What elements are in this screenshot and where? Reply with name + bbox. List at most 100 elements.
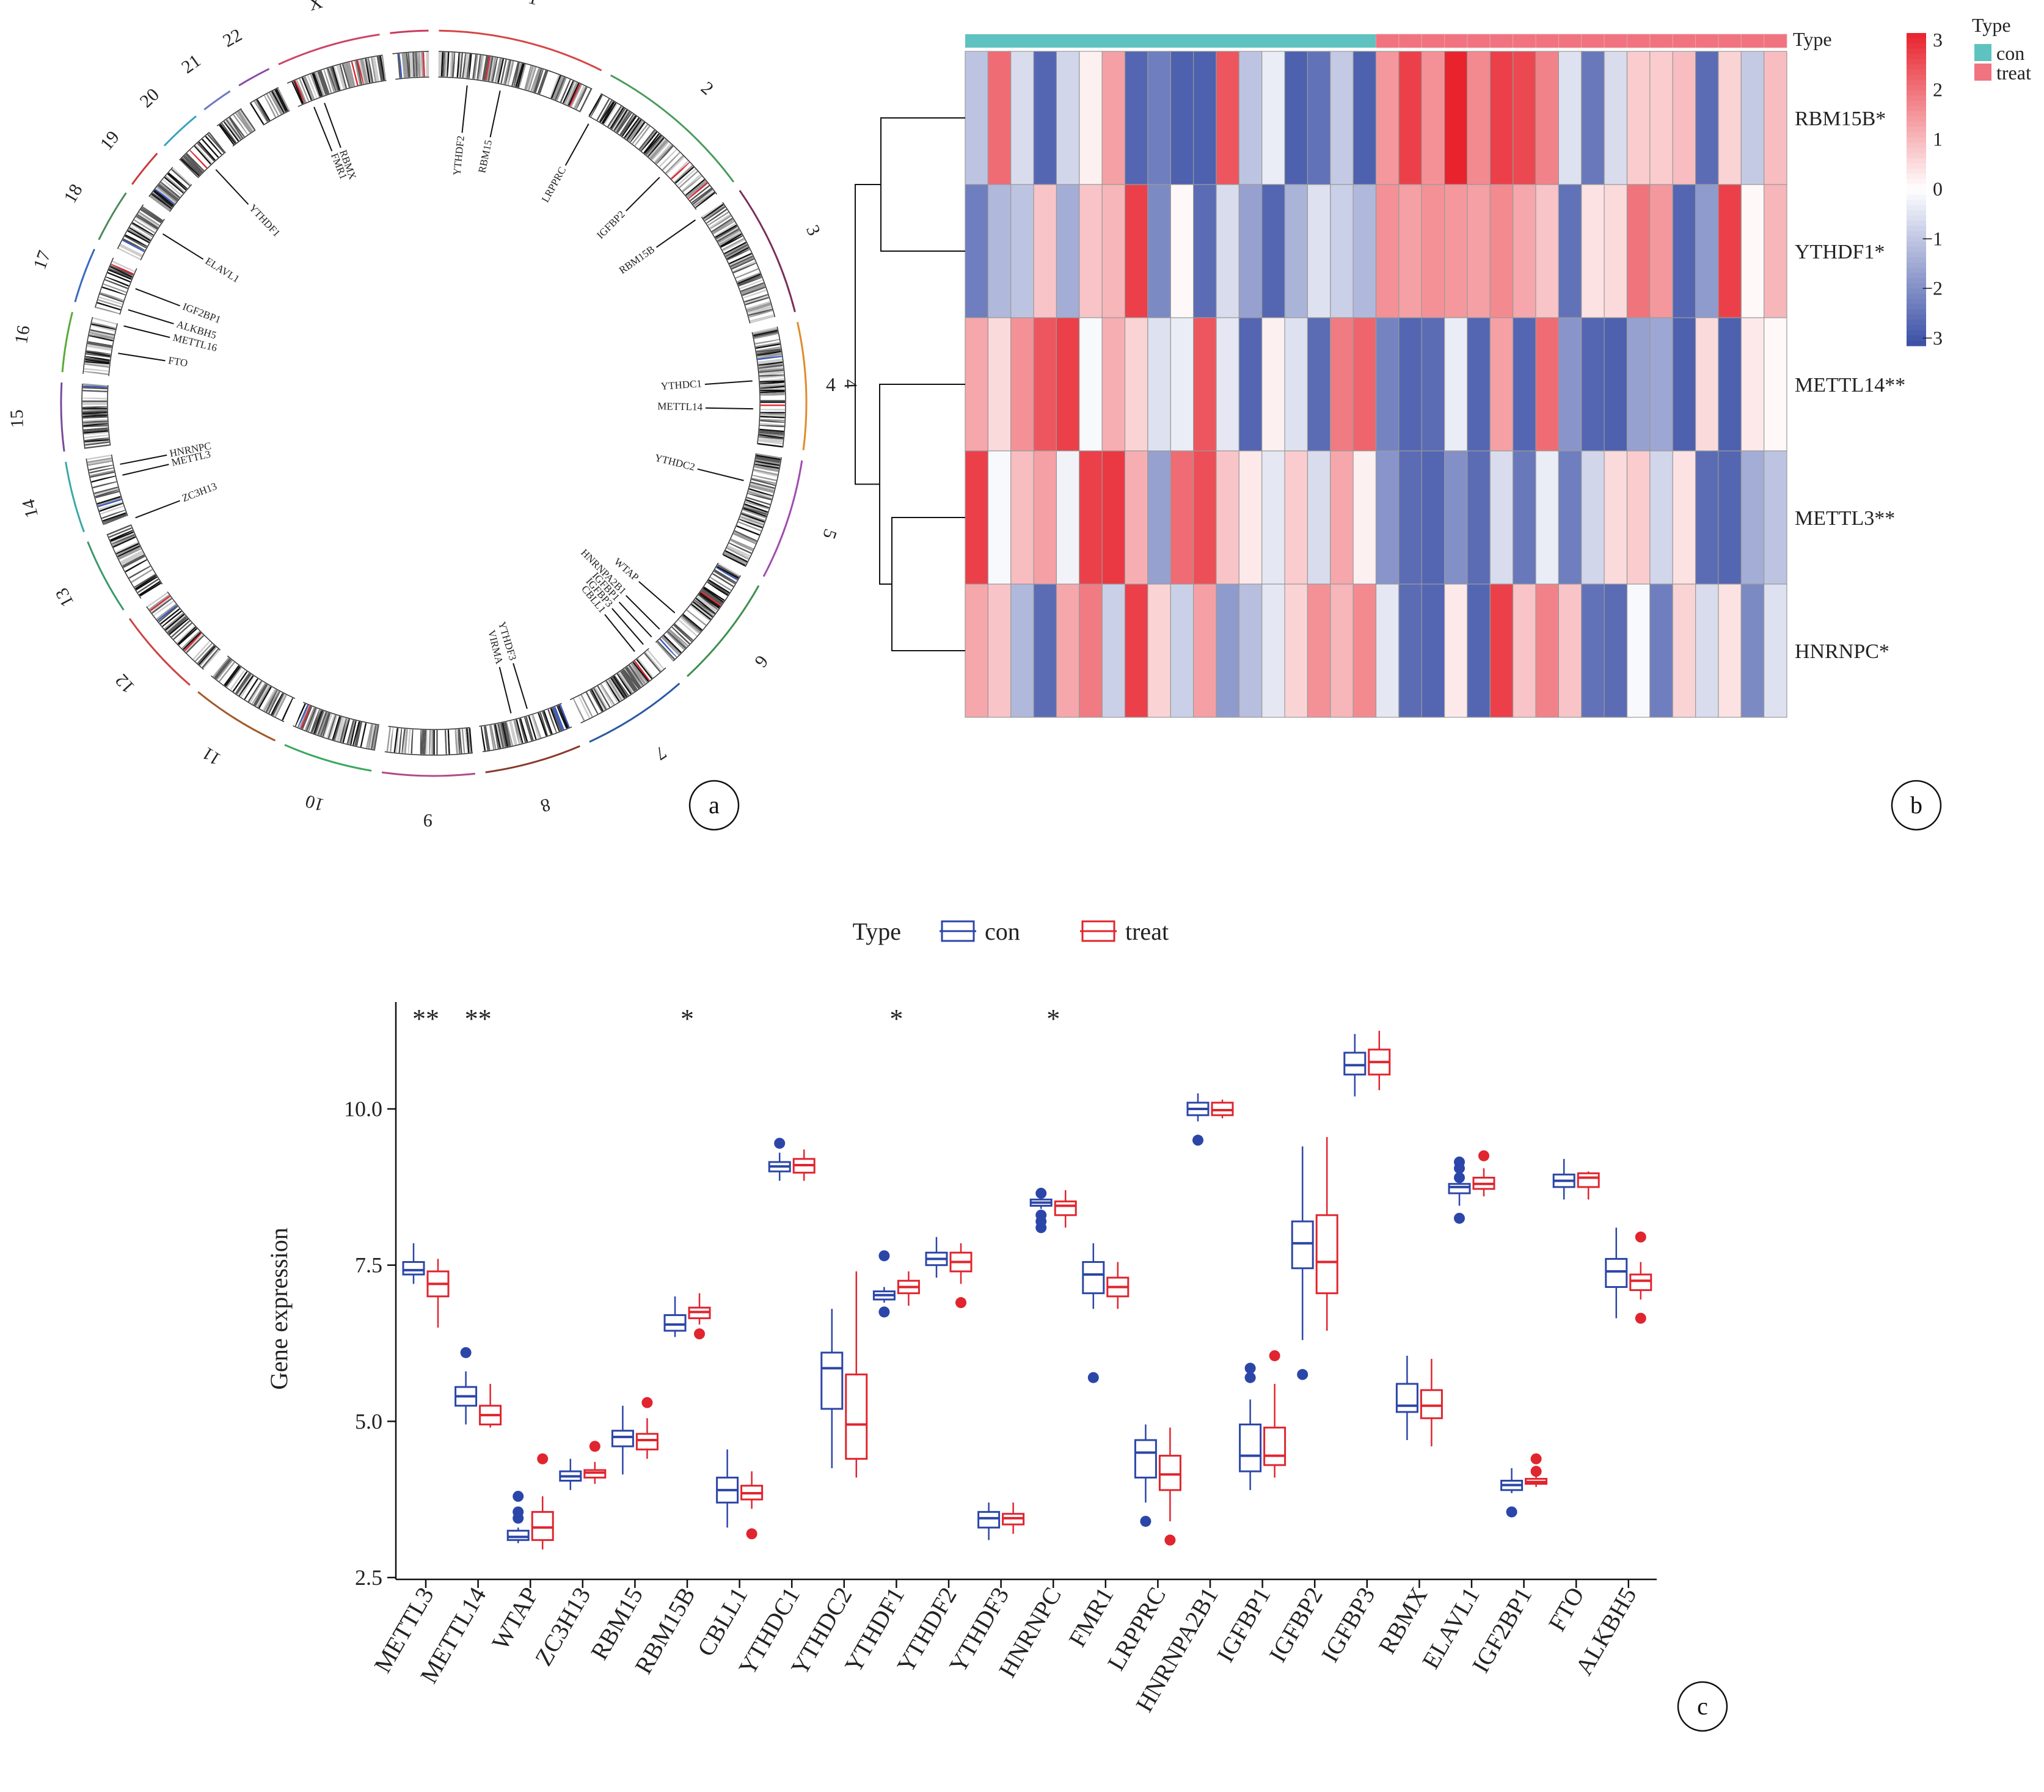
band xyxy=(189,637,208,657)
band xyxy=(335,717,343,741)
box-treat-WTAP xyxy=(531,1453,554,1549)
heatmap-cell xyxy=(1489,450,1514,585)
band xyxy=(89,330,114,337)
ideogram-17 xyxy=(94,257,137,315)
band xyxy=(608,679,622,701)
chromosome-arc-4 xyxy=(796,321,808,450)
band xyxy=(171,169,191,186)
color-scale-step xyxy=(1907,95,1926,101)
color-scale-step xyxy=(1907,324,1926,331)
band xyxy=(266,93,280,116)
box-treat-IGF2BP1 xyxy=(1525,1453,1548,1487)
band xyxy=(748,309,773,316)
band xyxy=(640,656,656,676)
band xyxy=(738,277,762,287)
band xyxy=(90,470,114,477)
band xyxy=(619,114,635,136)
band xyxy=(129,227,151,241)
ideogram-outline-inner xyxy=(701,216,751,324)
heatmap-cell xyxy=(1101,583,1126,718)
band xyxy=(317,71,327,95)
color-scale-step xyxy=(1907,252,1926,258)
band xyxy=(622,116,638,138)
heatmap-cell xyxy=(1581,317,1605,452)
heatmap: Type RBM15B* YTHDF1* METTL14** METTL3** HNRNP… xyxy=(826,14,2031,718)
color-scale-step xyxy=(1907,184,1926,190)
box-con-METTL3 xyxy=(402,1243,425,1284)
heatmap-cell xyxy=(1101,51,1126,185)
box-iqr xyxy=(1577,1172,1600,1188)
band xyxy=(612,109,627,131)
heatmap-cell xyxy=(1330,317,1354,452)
band xyxy=(616,112,632,134)
heatmap-cell xyxy=(1284,184,1309,318)
annotation-treat-cell xyxy=(1376,34,1400,48)
outlier-point xyxy=(1635,1231,1646,1243)
band xyxy=(679,170,698,188)
band xyxy=(109,268,133,279)
band xyxy=(129,566,151,580)
band xyxy=(662,635,681,654)
heatmap-cell xyxy=(1307,184,1331,318)
box-iqr xyxy=(820,1351,844,1410)
band xyxy=(351,61,359,86)
annotation-label: Type xyxy=(1793,28,1832,50)
band xyxy=(620,115,636,136)
band xyxy=(737,524,761,535)
annotation-treat-cell xyxy=(1421,34,1445,48)
band xyxy=(690,605,710,621)
band xyxy=(211,656,228,677)
heatmap-cell xyxy=(1101,184,1126,318)
band xyxy=(531,715,540,739)
band xyxy=(88,337,113,345)
band xyxy=(232,114,247,136)
band xyxy=(108,270,131,282)
band xyxy=(539,70,549,95)
band xyxy=(132,571,155,585)
band xyxy=(693,601,714,618)
significance-mark: * xyxy=(1046,1004,1060,1034)
band xyxy=(204,136,221,156)
band xyxy=(664,634,683,653)
band xyxy=(601,101,615,124)
color-scale-step xyxy=(1907,79,1926,86)
gene-link xyxy=(324,103,341,148)
ideogram-outline-inner xyxy=(197,152,226,178)
color-scale-step xyxy=(1907,48,1926,54)
band xyxy=(168,616,188,635)
heatmap-row xyxy=(965,450,1787,585)
annotation-treat-cell xyxy=(1718,34,1742,48)
band xyxy=(732,259,755,271)
heatmap-cell xyxy=(1147,450,1171,585)
ideogram-outline-inner xyxy=(395,76,429,80)
band xyxy=(731,257,754,269)
band xyxy=(159,182,180,199)
band xyxy=(123,236,146,250)
band xyxy=(106,275,130,285)
band xyxy=(530,68,540,92)
band xyxy=(682,175,703,192)
box-iqr xyxy=(1629,1273,1652,1292)
heatmap-cell xyxy=(1170,583,1194,718)
heatmap-cell xyxy=(1147,583,1171,718)
band xyxy=(572,698,585,722)
box-con-ELAVL1 xyxy=(1448,1156,1471,1224)
heatmap-cell xyxy=(1307,317,1331,452)
box-con-IGF2BP1 xyxy=(1500,1468,1524,1518)
ideogram-2 xyxy=(588,93,718,210)
band xyxy=(701,590,723,605)
band xyxy=(743,291,767,300)
gene-link xyxy=(122,464,169,476)
chromosome-label: 3 xyxy=(802,222,824,238)
band xyxy=(117,545,141,558)
y-axis-title: Gene expression xyxy=(265,1227,293,1389)
band xyxy=(667,631,687,649)
heatmap-cell xyxy=(1489,184,1514,318)
band xyxy=(154,601,175,618)
color-scale-step xyxy=(1907,246,1926,252)
band xyxy=(746,497,770,506)
gene-link xyxy=(625,177,660,212)
band xyxy=(366,58,373,82)
band xyxy=(727,546,750,558)
band xyxy=(606,104,621,126)
